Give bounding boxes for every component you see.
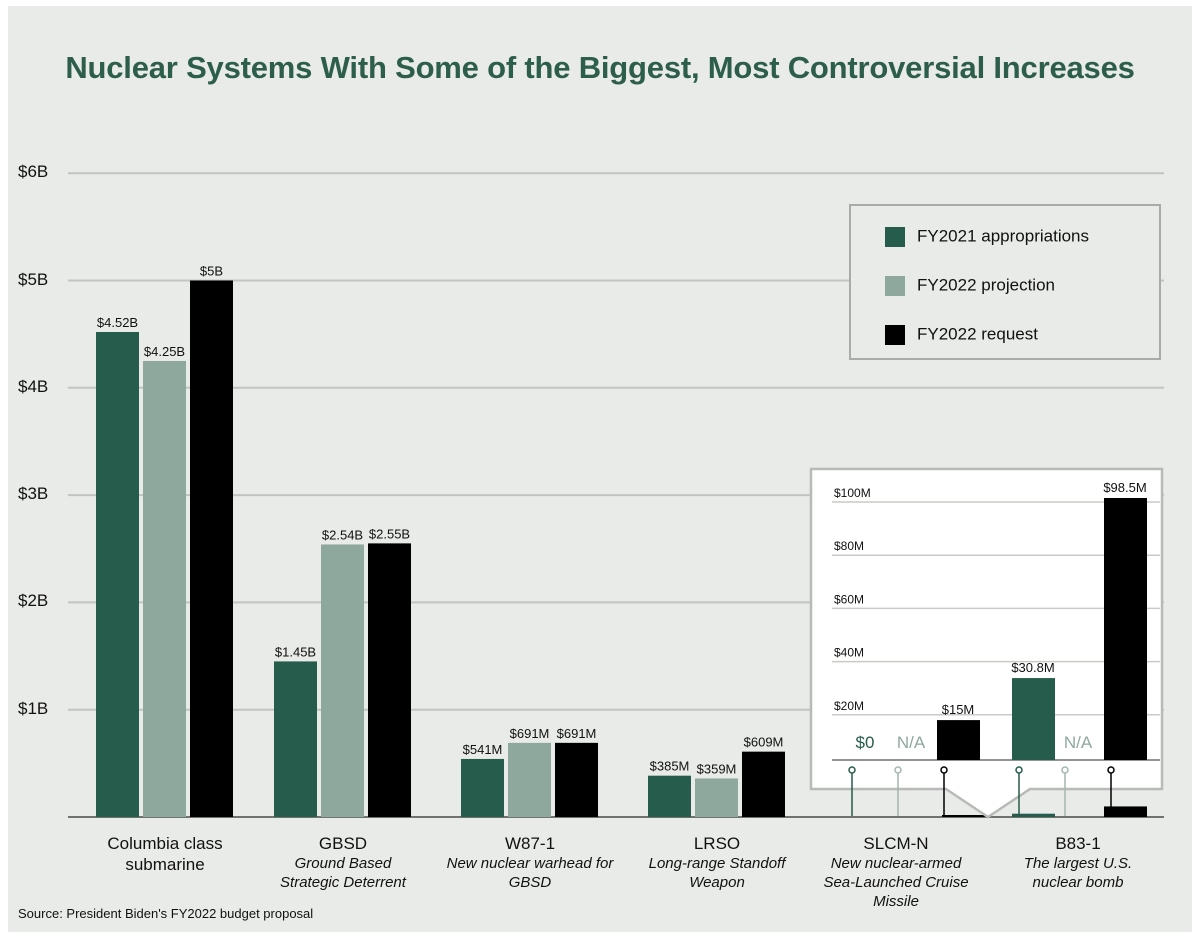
y-tick-label: $1B [18,698,49,718]
inset-pointer-dot [1015,766,1023,774]
bar-value-label: $5B [200,264,223,279]
inset-pointer-dot [1107,766,1115,774]
bars [96,280,1147,817]
inset-pointer-dot [894,766,902,774]
inset-pointer-dot [1061,766,1069,774]
inset-bar-fy2021 [1012,678,1055,760]
legend-item-fy2021: FY2021 appropriations [885,226,1089,247]
bar-value-label: $541M [463,742,503,757]
inset-bar-fy2022-request [937,720,980,760]
inset-y-tick-label: $60M [834,592,864,606]
y-tick-label: $6B [18,162,49,182]
y-tick-label: $4B [18,376,49,396]
bar-fy2022-request [190,280,233,817]
inset-y-tick-label: $20M [834,699,864,713]
bar-fy2021 [96,332,139,817]
category-name: Columbia class submarine [107,834,223,874]
inset-y-tick-label: $40M [834,646,864,660]
bar-fy2022-projection [508,742,551,817]
bar-fy2021 [1012,813,1055,817]
category-subtitle: New nuclear-armed Sea-Launched Cruise Mi… [823,855,969,910]
category-name: B83-1 [1055,834,1101,853]
bar-value-label: $609M [744,735,784,750]
inset-bar-value-label: $0 [856,733,875,752]
category-name: LRSO [693,834,741,853]
legend-item-fy2022-request: FY2022 request [885,324,1038,345]
category-subtitle: Ground Based Strategic Deterrent [280,855,406,891]
bar-labels: $4.52B $4.25B $5B $1.45B $2.54B $2.55B $541M $6… [97,264,783,777]
inset-bar-value-label: $30.8M [1011,660,1054,675]
bar-fy2022-request [555,742,598,817]
legend: FY2021 appropriations FY2022 projection … [849,204,1161,360]
bar-value-label: $1.45B [275,644,316,659]
inset-bar-fy2022-request [1104,497,1147,760]
bar-value-label: $385M [650,759,690,774]
inset-frame [809,467,1164,819]
bar-fy2022-projection [143,360,186,817]
category-name: W87-1 [504,834,556,853]
bar-value-label: $4.52B [97,315,138,330]
y-tick-label: $5B [18,269,49,289]
category-label: GBSD Ground Based Strategic Deterrent [253,833,433,892]
inset-bar-value-label: N/A [1064,733,1093,752]
category-label: W87-1 New nuclear warhead for GBSD [440,833,620,892]
y-tick-label: $3B [18,484,49,504]
inset-bar-value-label: $15M [942,702,975,717]
bar-fy2021 [648,775,691,817]
bar-value-label: $2.55B [369,526,410,541]
bar-fy2022-request [742,751,785,817]
inset-zoom: $20M $40M $60M $80M $100M $0 N/A $15M $30.8M N/A $… [809,467,1164,819]
inset-y-tick-label: $100M [834,486,871,500]
inset-y-tick-label: $80M [834,539,864,553]
category-subtitle: New nuclear warhead for GBSD [446,855,614,891]
bar-fy2022-request [942,815,985,817]
y-tick-label: $2B [18,591,49,611]
category-name: GBSD [318,834,368,853]
bar-fy2021 [461,758,504,817]
legend-item-fy2022-projection: FY2022 projection [885,275,1055,296]
source-note: Source: President Biden's FY2022 budget … [18,906,314,921]
category-label: SLCM-N New nuclear-armed Sea-Launched Cru… [806,833,986,911]
bar-fy2021 [274,661,317,817]
legend-label: FY2022 projection [917,275,1055,295]
category-label: Columbia class submarine [75,833,255,875]
category-subtitle: The largest U.S. nuclear bomb [1023,855,1133,891]
inset-bar-value-label: N/A [897,733,926,752]
legend-swatch-fy2022-projection [885,275,905,296]
chart-title: Nuclear Systems With Some of the Biggest… [65,50,1135,85]
bar-value-label: $4.25B [144,344,185,359]
bar-fy2022-projection [321,544,364,817]
bar-value-label: $2.54B [322,527,363,542]
bar-fy2022-projection [695,778,738,817]
bar-value-label: $691M [510,726,550,741]
category-label: B83-1 The largest U.S. nuclear bomb [988,833,1168,892]
legend-label: FY2022 request [917,324,1038,344]
inset-pointer-dot [848,766,856,774]
inset-bar-value-label: $98.5M [1103,480,1146,495]
legend-swatch-fy2021 [885,226,905,247]
category-label: LRSO Long-range Standoff Weapon [627,833,807,892]
legend-swatch-fy2022-request [885,324,905,345]
legend-label: FY2021 appropriations [917,226,1090,246]
bar-fy2022-request [1104,806,1147,817]
bar-fy2022-request [368,543,411,817]
bar-value-label: $691M [557,726,597,741]
bar-value-label: $359M [697,761,737,776]
category-subtitle: Long-range Standoff Weapon [648,855,786,891]
inset-pointer-dot [940,766,948,774]
category-name: SLCM-N [863,834,929,853]
